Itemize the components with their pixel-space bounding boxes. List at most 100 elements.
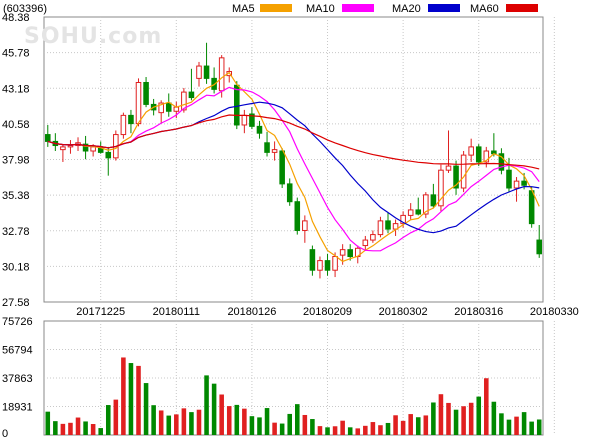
candle-body: [423, 194, 429, 215]
volume-bar: [279, 423, 285, 435]
volume-bar: [60, 423, 66, 435]
candle-body: [279, 150, 285, 185]
volume-bar: [196, 409, 202, 435]
watermark-logo: SOHU.com: [24, 24, 162, 49]
date-tick-label: 20180209: [303, 306, 352, 318]
moving-average-lines: [47, 71, 540, 263]
grid-lines: [44, 17, 555, 435]
candle-body: [430, 194, 437, 207]
candle-body: [158, 102, 164, 114]
legend-swatch-ma20: [428, 4, 460, 12]
candle-body: [415, 209, 422, 215]
candle-body: [498, 153, 505, 171]
volume-bar: [355, 428, 361, 435]
legend-swatch-ma60: [506, 4, 538, 12]
candle-body: [120, 114, 127, 136]
volume-bar: [174, 414, 179, 435]
candle-body: [400, 214, 406, 225]
volume-tick-label: 75726: [2, 316, 33, 328]
price-tick-label: 32.78: [2, 226, 30, 238]
volume-bar: [249, 416, 255, 435]
volume-bar: [506, 419, 512, 435]
volume-bar: [521, 412, 527, 435]
volume-bar: [408, 414, 413, 435]
price-tick-label: 35.38: [2, 190, 30, 202]
stock-code: (603396): [3, 3, 47, 15]
date-axis: 20171225 20180111 20180126 20180209 20180302…: [76, 306, 579, 318]
candle-body: [196, 65, 202, 79]
candle-body: [309, 249, 316, 271]
volume-bar: [264, 408, 270, 435]
candle-body: [165, 102, 172, 112]
volume-bar: [181, 408, 187, 435]
candle-body: [460, 154, 467, 189]
volume-bar: [400, 420, 406, 435]
volume-bar: [287, 413, 292, 435]
candle-body: [506, 169, 512, 189]
legend-label-ma60: MA60: [470, 3, 499, 15]
candle-body: [203, 65, 210, 79]
volume-bar: [272, 422, 277, 435]
candle-body: [513, 180, 520, 189]
volume-tick-label: 18931: [2, 402, 33, 414]
candle-body: [234, 84, 240, 126]
volume-bar: [166, 415, 172, 435]
candle-body: [377, 220, 384, 236]
volume-bar: [136, 365, 141, 435]
volume-bar: [476, 396, 482, 435]
candle-body: [324, 260, 331, 271]
volume-bar: [75, 417, 81, 435]
volume-bar: [143, 383, 149, 435]
volume-bar: [242, 408, 247, 435]
date-tick-label: 20180111: [153, 306, 200, 318]
volume-bar: [310, 419, 315, 435]
candle-body: [264, 142, 270, 153]
volume-bar: [461, 406, 466, 435]
candle-body: [271, 149, 278, 153]
candle-body: [105, 151, 112, 159]
candle-body: [339, 249, 346, 256]
candle-body: [82, 143, 89, 152]
candle-body: [256, 125, 263, 134]
candle-body: [536, 239, 542, 255]
volume-bar: [453, 409, 459, 435]
candle-body: [218, 57, 225, 92]
candle-body: [385, 220, 391, 230]
legend-label-ma10: MA10: [306, 3, 335, 15]
candlestick-series: [45, 42, 542, 279]
candle-body: [294, 201, 301, 231]
candle-body: [347, 249, 353, 258]
volume-bar: [317, 426, 323, 435]
candle-body: [521, 180, 527, 186]
candle-body: [143, 81, 149, 105]
legend-label-ma5: MA5: [232, 3, 255, 15]
volume-bar: [295, 404, 300, 435]
volume-bar: [226, 406, 232, 435]
volume-tick-label: 37863: [2, 373, 33, 385]
legend: MA5 MA10 MA20 MA60: [232, 3, 538, 15]
volume-bar: [204, 375, 209, 435]
candle-body: [188, 91, 195, 99]
volume-bar: [105, 405, 111, 435]
volume-bar: [514, 416, 519, 435]
volume-bar: [211, 383, 217, 435]
volume-bar: [378, 425, 383, 435]
date-tick-label: 20180302: [379, 306, 428, 318]
chart-frames: [43, 16, 544, 436]
volume-bar: [121, 357, 126, 435]
volume-bar: [98, 428, 103, 435]
volume-bar: [68, 422, 73, 435]
candle-body: [483, 150, 490, 163]
volume-bar: [302, 414, 308, 435]
volume-bar: [363, 425, 368, 435]
candle-body: [445, 165, 452, 171]
volume-bar: [393, 415, 398, 435]
volume-bar: [45, 411, 51, 435]
legend-swatch-ma5: [260, 4, 292, 12]
price-tick-label: 37.98: [2, 155, 30, 167]
price-tick-label: 40.58: [2, 119, 30, 131]
candle-body: [241, 114, 248, 126]
volume-bar: [234, 404, 240, 435]
volume-series: [45, 357, 542, 435]
candle-body: [475, 146, 482, 163]
